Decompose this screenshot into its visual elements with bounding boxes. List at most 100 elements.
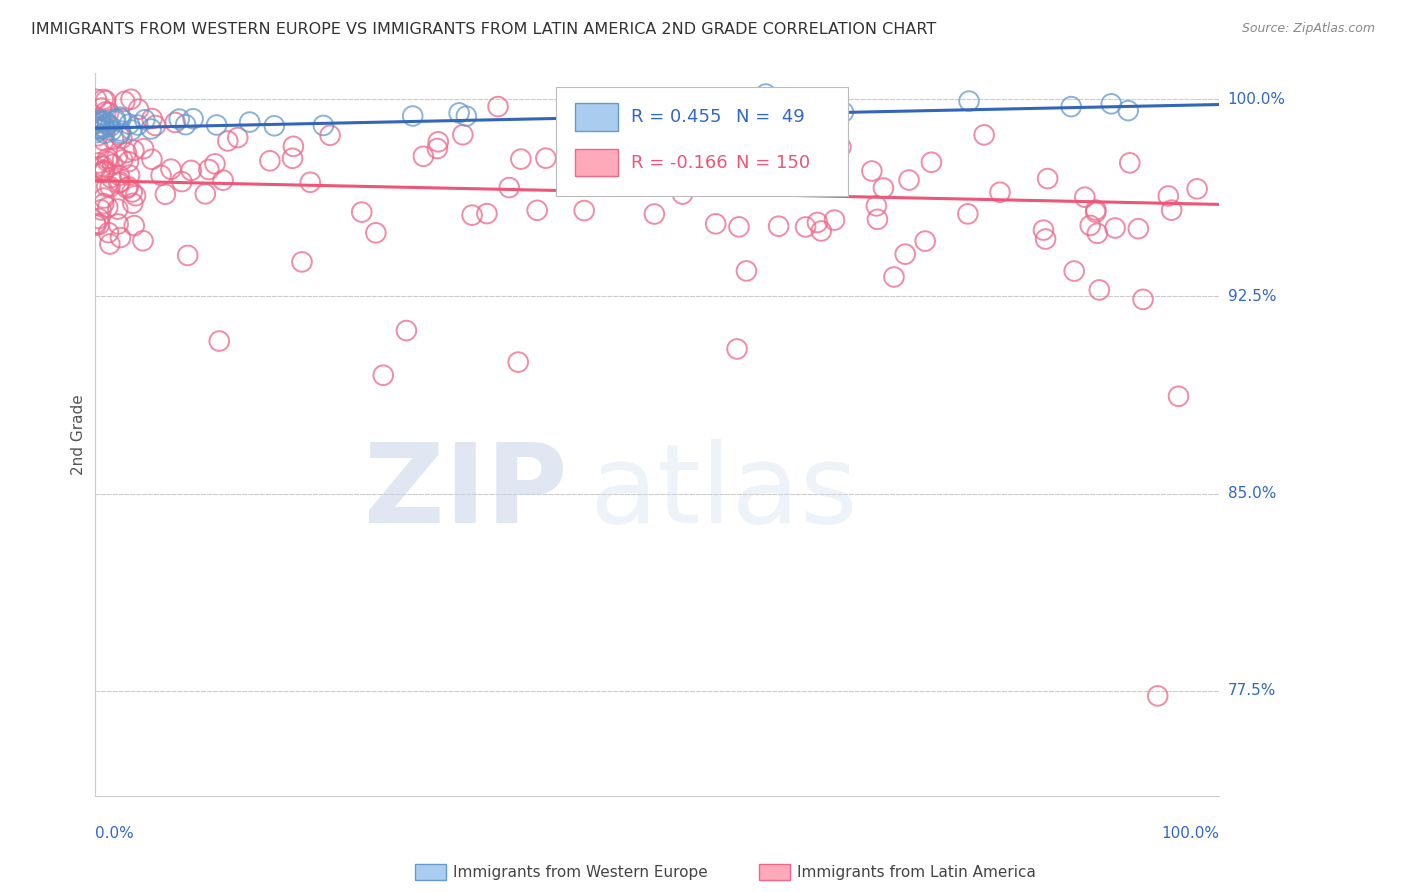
Point <box>666 104 689 119</box>
Point <box>104 112 127 127</box>
Point <box>957 94 980 108</box>
Point <box>810 96 832 111</box>
Text: R = -0.166: R = -0.166 <box>631 154 728 172</box>
Point <box>115 181 138 195</box>
Point <box>498 180 520 194</box>
Point <box>810 224 832 238</box>
Point <box>768 219 790 234</box>
Point <box>920 155 942 169</box>
Point <box>89 120 111 134</box>
Point <box>883 269 905 284</box>
Text: R = 0.455: R = 0.455 <box>631 108 721 126</box>
Point <box>90 113 112 128</box>
Point <box>704 217 727 231</box>
Point <box>150 169 173 183</box>
Point <box>84 115 107 129</box>
Point <box>117 179 139 194</box>
Point <box>794 219 817 234</box>
Point <box>451 128 474 142</box>
Point <box>98 237 121 252</box>
Text: 0.0%: 0.0% <box>94 826 134 841</box>
Point <box>1074 190 1097 204</box>
Point <box>755 87 778 101</box>
Point <box>412 149 434 163</box>
Point <box>87 113 110 128</box>
Point <box>90 114 112 128</box>
Point <box>127 118 149 132</box>
Point <box>96 117 118 131</box>
Text: Immigrants from Western Europe: Immigrants from Western Europe <box>453 865 707 880</box>
Point <box>319 128 342 143</box>
Point <box>128 102 150 116</box>
Point <box>93 114 115 128</box>
Point <box>110 126 132 140</box>
Point <box>1084 205 1107 219</box>
Text: 100.0%: 100.0% <box>1227 92 1285 107</box>
Point <box>180 163 202 178</box>
Point <box>832 105 855 120</box>
Text: Immigrants from Latin America: Immigrants from Latin America <box>797 865 1036 880</box>
Point <box>107 128 129 142</box>
Text: N =  49: N = 49 <box>735 108 804 126</box>
Point <box>194 186 217 201</box>
Text: IMMIGRANTS FROM WESTERN EUROPE VS IMMIGRANTS FROM LATIN AMERICA 2ND GRADE CORREL: IMMIGRANTS FROM WESTERN EUROPE VS IMMIGR… <box>31 22 936 37</box>
Text: 85.0%: 85.0% <box>1227 486 1275 501</box>
Point <box>90 202 112 217</box>
Point <box>97 105 120 120</box>
Point <box>312 119 335 133</box>
Point <box>111 153 134 167</box>
Text: 77.5%: 77.5% <box>1227 683 1275 698</box>
Point <box>956 207 979 221</box>
Text: 100.0%: 100.0% <box>1161 826 1219 841</box>
Point <box>84 218 107 232</box>
Point <box>121 123 143 137</box>
Point <box>91 159 114 173</box>
Point <box>93 120 115 135</box>
Point <box>121 196 143 211</box>
Point <box>89 121 111 136</box>
Point <box>239 115 262 129</box>
Point <box>84 216 107 230</box>
Point <box>198 162 221 177</box>
Text: ZIP: ZIP <box>364 439 567 546</box>
Point <box>108 110 131 124</box>
Point <box>283 139 305 153</box>
Point <box>97 117 120 131</box>
Point <box>572 203 595 218</box>
Point <box>93 191 115 205</box>
Point <box>118 168 141 182</box>
Point <box>100 170 122 185</box>
Point <box>817 175 839 189</box>
Point <box>94 126 117 140</box>
Point <box>111 131 134 145</box>
Point <box>456 109 478 123</box>
Point <box>643 207 665 221</box>
Point <box>866 212 889 227</box>
Point <box>124 188 146 202</box>
Point <box>1167 389 1189 403</box>
Point <box>1088 283 1111 297</box>
Text: Source: ZipAtlas.com: Source: ZipAtlas.com <box>1241 22 1375 36</box>
Point <box>89 114 111 128</box>
Point <box>93 196 115 211</box>
Point <box>205 118 228 132</box>
Point <box>97 200 120 214</box>
Point <box>208 334 231 348</box>
Point <box>508 355 530 369</box>
Point <box>84 161 107 175</box>
Point <box>115 145 138 160</box>
Text: atlas: atlas <box>589 439 858 546</box>
Point <box>1085 227 1108 241</box>
Point <box>89 121 111 136</box>
Point <box>299 175 322 189</box>
Point <box>725 342 748 356</box>
Point <box>860 164 883 178</box>
Point <box>108 169 131 183</box>
FancyBboxPatch shape <box>575 103 617 131</box>
Point <box>141 153 163 167</box>
Point <box>132 234 155 248</box>
Point <box>217 134 239 148</box>
Point <box>132 142 155 156</box>
Point <box>426 141 449 155</box>
Point <box>177 248 200 262</box>
